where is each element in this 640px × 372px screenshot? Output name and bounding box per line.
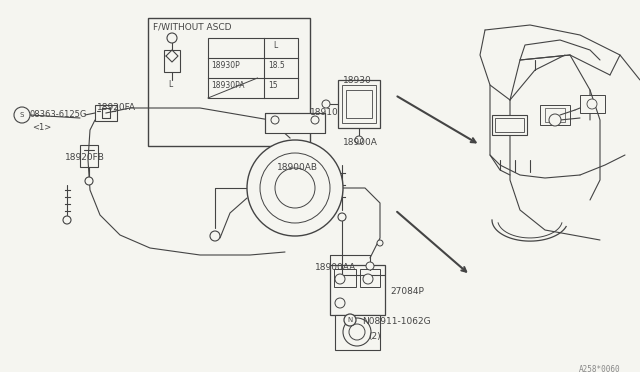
Circle shape [344,314,356,326]
Circle shape [260,153,330,223]
Bar [164,50,180,72]
Text: 15: 15 [268,81,278,90]
Bar [95,105,117,121]
Bar [265,113,325,133]
Circle shape [587,99,597,109]
Circle shape [363,274,373,284]
Circle shape [167,33,177,43]
Circle shape [338,213,346,221]
Text: 18920FA: 18920FA [97,103,136,112]
Text: 18930PA: 18930PA [211,81,244,90]
Circle shape [85,177,93,185]
Text: 18920FB: 18920FB [65,153,105,162]
Bar [545,108,565,122]
Text: 08363-6125G: 08363-6125G [30,110,88,119]
Bar [334,269,356,287]
Bar [330,265,385,315]
Text: 18900A: 18900A [343,138,378,147]
Text: L: L [273,41,278,50]
Circle shape [366,262,374,270]
Circle shape [549,114,561,126]
Bar [495,118,524,132]
Text: 18900AB: 18900AB [277,163,318,172]
Bar [492,115,527,135]
Circle shape [322,100,330,108]
Circle shape [311,116,319,124]
Text: N08911-1062G: N08911-1062G [362,317,431,326]
Circle shape [247,140,343,236]
Text: (2): (2) [368,332,381,341]
Text: 27084P: 27084P [390,287,424,296]
Bar [208,38,298,98]
Bar [335,315,380,350]
Bar [342,85,376,123]
Bar [360,269,380,287]
Text: 18900AA: 18900AA [315,263,356,272]
Circle shape [377,240,383,246]
Circle shape [349,324,365,340]
Circle shape [210,231,220,241]
Circle shape [14,107,30,123]
Text: <1>: <1> [32,123,51,132]
Bar [80,145,98,167]
Text: F/WITHOUT ASCD: F/WITHOUT ASCD [153,22,232,31]
Text: 18.5: 18.5 [268,61,285,70]
Bar [580,95,605,113]
Text: 18930: 18930 [343,76,372,85]
Text: 18930P: 18930P [211,61,240,70]
Text: L: L [168,80,172,89]
Circle shape [275,168,315,208]
Circle shape [355,136,363,144]
Bar [148,18,310,146]
Bar [346,90,372,118]
Circle shape [335,298,345,308]
Text: A258*0060: A258*0060 [579,365,620,372]
Circle shape [335,274,345,284]
Circle shape [271,116,279,124]
Circle shape [63,216,71,224]
Text: 18910: 18910 [310,108,339,117]
Text: N: N [348,317,353,323]
Bar [338,80,380,128]
Bar [540,105,570,125]
Circle shape [343,318,371,346]
Text: S: S [20,112,24,118]
